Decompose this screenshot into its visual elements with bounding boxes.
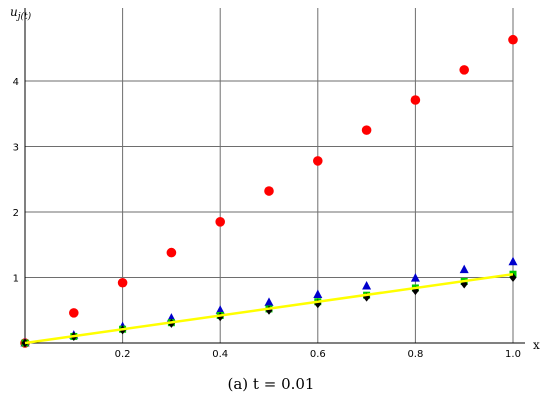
y-tick-label: 1 (13, 274, 19, 285)
red-circle-point (459, 65, 470, 75)
y-tick-label: 3 (13, 143, 19, 154)
blue-triangle-point (459, 264, 469, 274)
red-circle-point (508, 34, 518, 45)
tick-labels: 0.2 0.4 0.6 0.8 1.0 1 2 3 4 (13, 77, 521, 360)
red-circle-point (361, 125, 372, 135)
x-tick-label: 0.8 (407, 349, 423, 360)
y-axis-title: uj(t) (10, 5, 32, 22)
red-circle-point (117, 277, 128, 288)
y-label-symbol: u (10, 5, 18, 19)
axes (24, 8, 525, 344)
figure-caption: (a) t = 0.01 (228, 375, 315, 393)
red-circle-point (69, 308, 79, 318)
x-axis-title: x (533, 338, 540, 352)
red-circle-point (166, 247, 177, 258)
blue-triangle-point (508, 256, 518, 266)
red-circle-point (313, 156, 323, 166)
y-tick-label: 2 (13, 208, 19, 219)
blue-triangle-point (410, 273, 420, 282)
blue-triangle-point (313, 289, 323, 299)
x-tick-label: 0.2 (115, 349, 131, 360)
blue-triangle-point (362, 281, 372, 290)
grid-lines (25, 8, 514, 343)
blue-triangle-point (215, 305, 225, 314)
reference-line (24, 272, 514, 345)
red-circle-point (264, 186, 274, 196)
y-label-subscript: j(t) (16, 11, 32, 22)
red-circle-point (215, 217, 225, 227)
data-series (20, 34, 518, 348)
x-tick-label: 0.4 (212, 349, 228, 360)
x-tick-label: 0.6 (310, 349, 326, 360)
blue-triangle-point (264, 297, 274, 306)
red-circle-point (410, 95, 421, 105)
y-tick-label: 4 (13, 77, 19, 88)
x-tick-label: 1.0 (505, 349, 521, 360)
